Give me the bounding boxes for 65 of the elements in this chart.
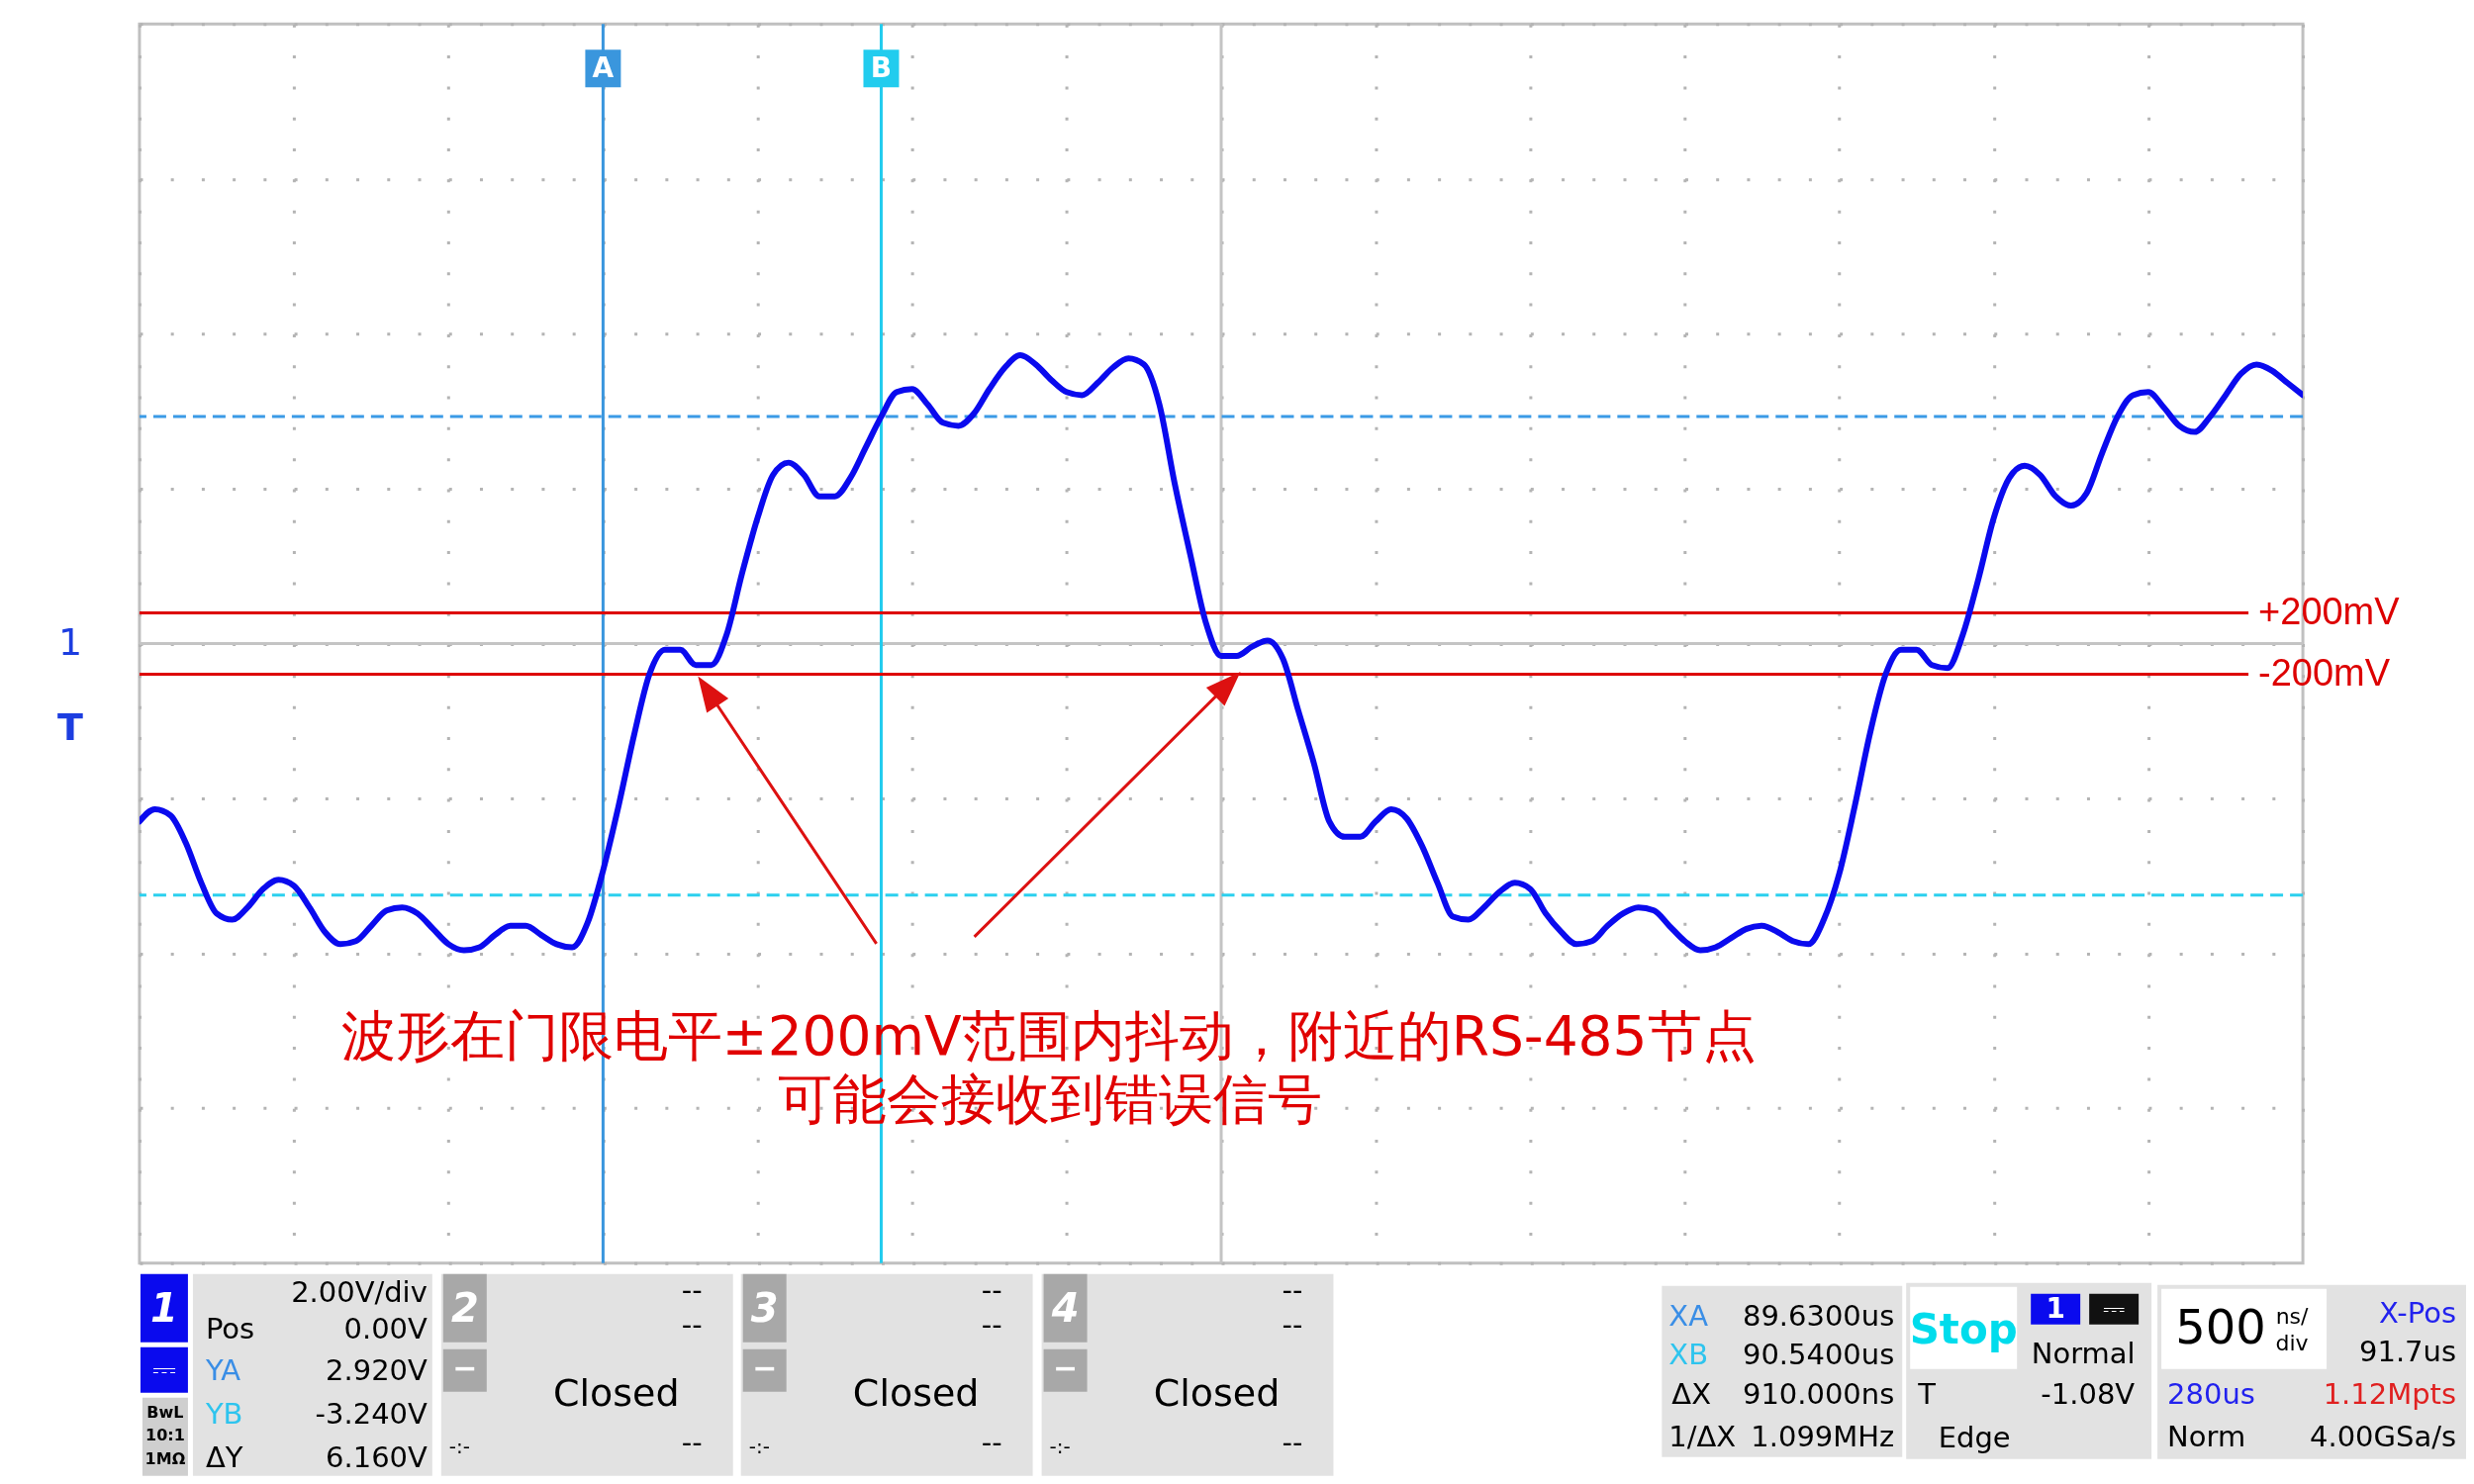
- text: −: [452, 1349, 478, 1385]
- text: 1: [2046, 1291, 2065, 1325]
- text: 91.7us: [2359, 1334, 2457, 1368]
- text: T: [57, 705, 84, 749]
- text: -:-: [448, 1434, 470, 1458]
- text: ⎓: [2103, 1291, 2126, 1325]
- text: Edge: [1938, 1420, 2011, 1454]
- ref-line-label: +200mV: [2258, 590, 2401, 632]
- text: 500: [2175, 1298, 2266, 1354]
- text: 0.00V: [343, 1311, 428, 1345]
- text: BwL: [146, 1402, 184, 1422]
- text: Stop: [1909, 1304, 2018, 1353]
- text: 1: [57, 620, 83, 665]
- text: 1: [150, 1284, 178, 1331]
- text: div: [2275, 1330, 2309, 1355]
- text: 3: [750, 1284, 779, 1331]
- text: 280us: [2167, 1376, 2255, 1411]
- text: X-Pos: [2378, 1295, 2457, 1330]
- ref-line-label: -200mV: [2258, 651, 2391, 694]
- text: --: [1282, 1307, 1303, 1342]
- text: −: [1053, 1349, 1079, 1385]
- text: Closed: [552, 1370, 680, 1415]
- x-tick-label: A: [592, 51, 615, 85]
- text: 1/ΔX: [1668, 1419, 1737, 1453]
- text: 4.00GSa/s: [2310, 1419, 2457, 1453]
- text: ΔX: [1671, 1376, 1711, 1411]
- text: Closed: [1153, 1370, 1281, 1415]
- text: T: [1917, 1376, 1937, 1411]
- text: YB: [204, 1396, 243, 1431]
- text: --: [981, 1307, 1002, 1342]
- text: Closed: [852, 1370, 980, 1415]
- text: -:-: [1049, 1434, 1071, 1458]
- text: 2.00V/div: [291, 1274, 428, 1309]
- text: -:-: [748, 1434, 770, 1458]
- text: Normal: [2031, 1336, 2136, 1370]
- text: --: [981, 1272, 1002, 1307]
- text: --: [681, 1307, 703, 1342]
- text: ns/: [2275, 1303, 2310, 1329]
- x-tick-label: B: [870, 51, 893, 85]
- text: --: [681, 1272, 703, 1307]
- text: XB: [1668, 1337, 1709, 1371]
- text: 1.099MHz: [1751, 1419, 1895, 1453]
- text: -1.08V: [2041, 1376, 2136, 1411]
- text: Pos: [205, 1311, 255, 1345]
- text: --: [1282, 1272, 1303, 1307]
- text: --: [981, 1425, 1002, 1459]
- text: 2.920V: [326, 1352, 428, 1387]
- text: XA: [1668, 1298, 1709, 1333]
- text: 2: [450, 1284, 479, 1331]
- text: 910.000ns: [1742, 1376, 1895, 1411]
- text: --: [1282, 1425, 1303, 1459]
- text: 6.160V: [326, 1439, 428, 1474]
- text: ΔY: [205, 1439, 243, 1474]
- text: ⎓: [151, 1350, 176, 1386]
- text: 90.5400us: [1742, 1337, 1895, 1371]
- text: YA: [204, 1352, 241, 1387]
- text: 89.6300us: [1742, 1298, 1895, 1333]
- text: -3.240V: [315, 1396, 428, 1431]
- text: 1.12Mpts: [2323, 1376, 2457, 1411]
- text: 1MΩ: [144, 1448, 186, 1468]
- text: --: [681, 1425, 703, 1459]
- text: 4: [1050, 1284, 1080, 1331]
- text: −: [752, 1349, 778, 1385]
- text: 10:1: [145, 1425, 185, 1444]
- text: Norm: [2167, 1419, 2246, 1453]
